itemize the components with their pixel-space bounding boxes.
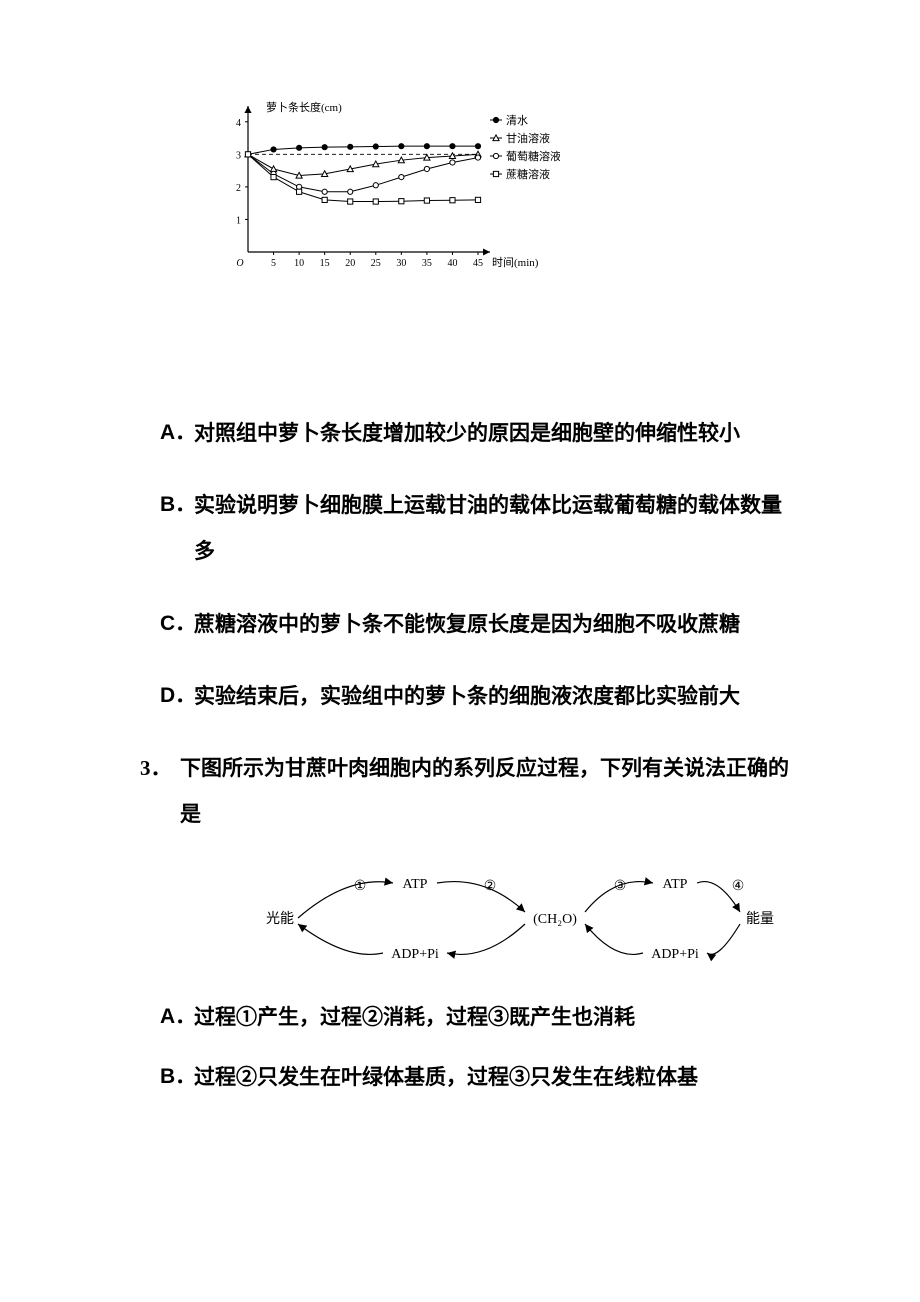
svg-text:蔗糖溶液: 蔗糖溶液	[506, 167, 550, 181]
svg-text:萝卜条长度(cm): 萝卜条长度(cm)	[266, 100, 342, 114]
svg-text:ADP+Pi: ADP+Pi	[651, 947, 699, 962]
option-q3-text-b: 过程②只发生在叶绿体基质，过程③只发生在线粒体基	[194, 1056, 800, 1098]
option-text-b: 实验说明萝卜细胞膜上运载甘油的载体比运载葡萄糖的载体数量多	[194, 482, 800, 574]
diagram-container: 光能ATPADP+Pi(CH₂O)ATPADP+Pi能量①②③④	[260, 863, 800, 978]
svg-text:4: 4	[236, 118, 241, 129]
svg-text:ATP: ATP	[403, 877, 428, 892]
svg-text:葡萄糖溶液: 葡萄糖溶液	[506, 149, 560, 163]
option-label-d: D．	[160, 673, 194, 719]
q2-options: A． 对照组中萝卜条长度增加较少的原因是细胞壁的伸缩性较小 B． 实验说明萝卜细…	[160, 410, 800, 719]
svg-text:20: 20	[345, 258, 355, 269]
svg-text:ADP+Pi: ADP+Pi	[391, 947, 439, 962]
option-text-a: 对照组中萝卜条长度增加较少的原因是细胞壁的伸缩性较小	[194, 410, 800, 456]
option-label-c: C．	[160, 601, 194, 647]
option-d: D． 实验结束后，实验组中的萝卜条的细胞液浓度都比实验前大	[160, 673, 800, 719]
svg-text:10: 10	[294, 258, 304, 269]
svg-text:25: 25	[371, 258, 381, 269]
option-b: B． 实验说明萝卜细胞膜上运载甘油的载体比运载葡萄糖的载体数量多	[160, 482, 800, 574]
option-q3-label-b: B．	[160, 1056, 194, 1098]
svg-text:②: ②	[484, 879, 497, 894]
option-text-c: 蔗糖溶液中的萝卜条不能恢复原长度是因为细胞不吸收蔗糖	[194, 601, 800, 647]
svg-text:45: 45	[473, 258, 483, 269]
svg-text:1: 1	[236, 215, 241, 226]
svg-text:5: 5	[271, 258, 276, 269]
svg-text:④: ④	[732, 879, 745, 894]
q3-text: 下图所示为甘蔗叶肉细胞内的系列反应过程，下列有关说法正确的是	[180, 745, 800, 837]
svg-text:甘油溶液: 甘油溶液	[506, 131, 550, 145]
q3-number: 3．	[140, 745, 180, 837]
option-q3-text-a: 过程①产生，过程②消耗，过程③既产生也消耗	[194, 996, 800, 1038]
q3-row: 3． 下图所示为甘蔗叶肉细胞内的系列反应过程，下列有关说法正确的是	[140, 745, 800, 837]
q3-options: A． 过程①产生，过程②消耗，过程③既产生也消耗 B． 过程②只发生在叶绿体基质…	[160, 996, 800, 1098]
svg-text:①: ①	[354, 879, 367, 894]
svg-text:3: 3	[236, 150, 241, 161]
line-chart: 123451015202530354045O萝卜条长度(cm)时间(min)清水…	[220, 100, 560, 270]
svg-text:30: 30	[396, 258, 406, 269]
option-q3-b: B． 过程②只发生在叶绿体基质，过程③只发生在线粒体基	[160, 1056, 800, 1098]
svg-text:清水: 清水	[506, 114, 528, 127]
reaction-diagram: 光能ATPADP+Pi(CH₂O)ATPADP+Pi能量①②③④	[260, 863, 780, 973]
svg-text:ATP: ATP	[663, 877, 688, 892]
svg-text:2: 2	[236, 183, 241, 194]
option-a: A． 对照组中萝卜条长度增加较少的原因是细胞壁的伸缩性较小	[160, 410, 800, 456]
option-label-a: A．	[160, 410, 194, 456]
option-label-b: B．	[160, 482, 194, 574]
svg-text:O: O	[236, 258, 243, 269]
svg-text:15: 15	[320, 258, 330, 269]
svg-text:(CH₂O): (CH₂O)	[533, 912, 577, 927]
svg-text:40: 40	[447, 258, 457, 269]
option-q3-label-a: A．	[160, 996, 194, 1038]
option-c: C． 蔗糖溶液中的萝卜条不能恢复原长度是因为细胞不吸收蔗糖	[160, 601, 800, 647]
option-q3-a: A． 过程①产生，过程②消耗，过程③既产生也消耗	[160, 996, 800, 1038]
chart-container: 123451015202530354045O萝卜条长度(cm)时间(min)清水…	[220, 100, 800, 270]
svg-text:35: 35	[422, 258, 432, 269]
svg-text:能量: 能量	[746, 911, 774, 927]
svg-text:光能: 光能	[266, 911, 294, 927]
svg-text:时间(min): 时间(min)	[492, 256, 539, 269]
option-text-d: 实验结束后，实验组中的萝卜条的细胞液浓度都比实验前大	[194, 673, 800, 719]
